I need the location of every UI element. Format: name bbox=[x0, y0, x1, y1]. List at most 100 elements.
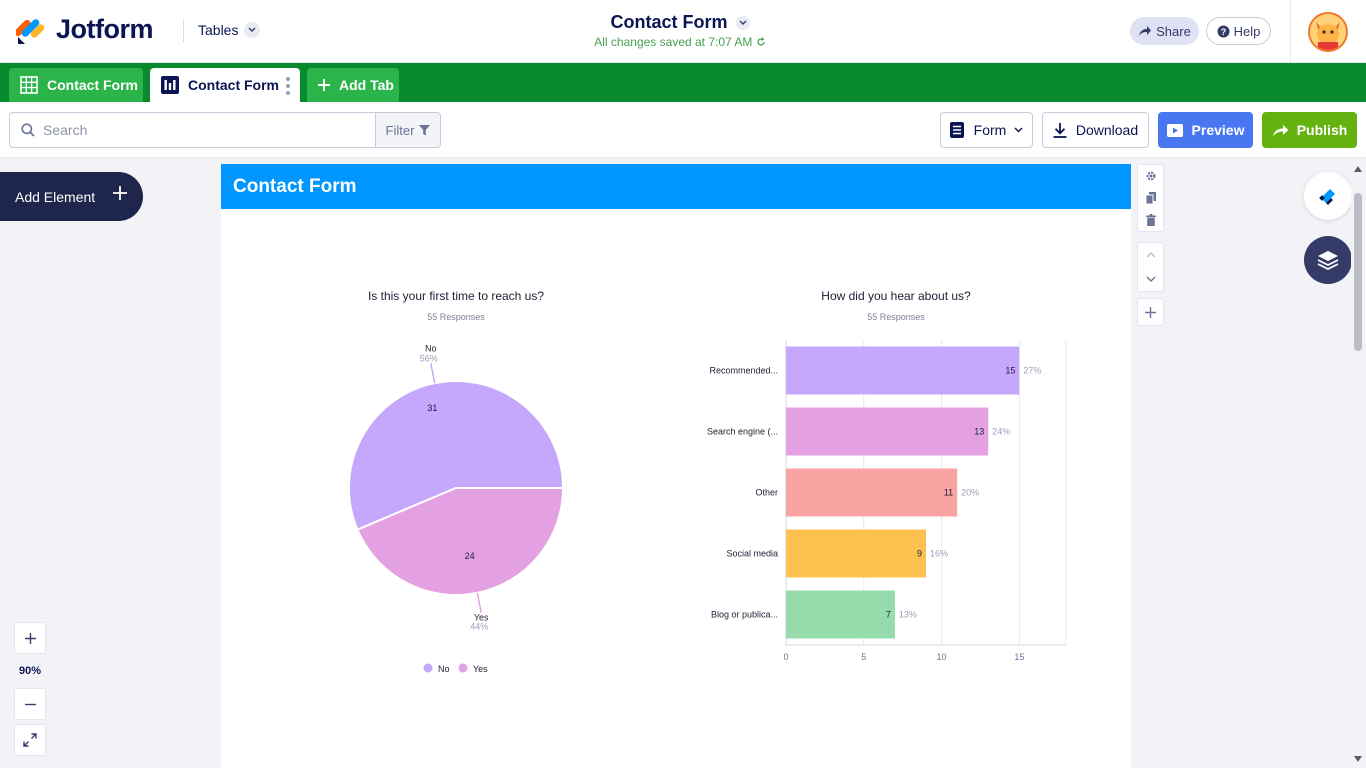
zoom-out-button[interactable] bbox=[14, 688, 46, 720]
pie-percent-label: 44% bbox=[470, 621, 488, 631]
trash-icon bbox=[1145, 214, 1156, 226]
minus-icon bbox=[24, 703, 36, 705]
bar-percent-label: 13% bbox=[899, 610, 917, 620]
report-side-tools bbox=[1137, 164, 1164, 326]
copy-icon bbox=[1145, 192, 1156, 204]
bar[interactable] bbox=[786, 590, 895, 639]
pie-category-label: Yes bbox=[474, 612, 489, 622]
help-button[interactable]: ? Help bbox=[1206, 17, 1271, 45]
pie-percent-label: 56% bbox=[420, 354, 438, 364]
move-up-button[interactable] bbox=[1138, 243, 1163, 267]
report-header: Contact Form bbox=[221, 164, 1131, 209]
bar[interactable] bbox=[786, 407, 989, 456]
report-page: Contact Form Is this your first time to … bbox=[221, 164, 1131, 768]
bar-chart-subtitle: 55 Responses bbox=[867, 312, 925, 322]
preview-label: Preview bbox=[1191, 122, 1245, 138]
tab-table[interactable]: Contact Form bbox=[9, 68, 143, 102]
refresh-icon bbox=[757, 37, 765, 46]
publish-button[interactable]: Publish bbox=[1262, 112, 1357, 148]
add-page-tools bbox=[1137, 298, 1164, 326]
form-icon bbox=[949, 122, 964, 138]
legend-swatch bbox=[423, 663, 433, 673]
fullscreen-button[interactable] bbox=[14, 724, 46, 756]
layers-icon bbox=[1317, 251, 1339, 270]
reorder-tools bbox=[1137, 242, 1164, 292]
move-down-button[interactable] bbox=[1138, 267, 1163, 291]
vertical-scrollbar[interactable] bbox=[1351, 158, 1366, 768]
divider bbox=[1290, 0, 1291, 63]
download-icon bbox=[1053, 122, 1067, 138]
top-bar: Jotform Tables Contact Form All changes … bbox=[0, 0, 1366, 63]
chevron-down-icon bbox=[244, 22, 261, 38]
plus-icon bbox=[1145, 306, 1156, 318]
publish-label: Publish bbox=[1296, 122, 1348, 138]
form-label: Form bbox=[973, 122, 1007, 138]
zoom-controls: 90% bbox=[14, 622, 46, 756]
pie-value-label: 31 bbox=[427, 403, 437, 413]
add-element-button[interactable]: Add Element bbox=[0, 172, 143, 221]
bar-chart[interactable]: How did you hear about us? 55 Responses … bbox=[676, 164, 1131, 768]
help-icon: ? bbox=[1217, 25, 1230, 37]
tables-selector[interactable]: Tables bbox=[198, 22, 261, 38]
pie-chart-title: Is this your first time to reach us? bbox=[368, 289, 544, 303]
toolbar: Filter Form Download Preview Publish bbox=[0, 102, 1366, 158]
y-category-label: Recommended... bbox=[709, 366, 778, 376]
bar-percent-label: 16% bbox=[930, 549, 948, 559]
layers-button[interactable] bbox=[1304, 236, 1352, 284]
add-element-label: Add Element bbox=[15, 188, 96, 205]
gear-icon bbox=[1145, 171, 1156, 181]
page-title: Contact Form bbox=[610, 12, 728, 32]
pie-slice-yes[interactable] bbox=[356, 487, 565, 596]
scroll-thumb[interactable] bbox=[1354, 193, 1362, 351]
bar-value-label: 11 bbox=[944, 488, 953, 498]
bar[interactable] bbox=[786, 468, 958, 517]
y-category-label: Other bbox=[755, 488, 778, 498]
filter-label: Filter bbox=[385, 122, 415, 138]
preview-button[interactable]: Preview bbox=[1158, 112, 1253, 148]
bar[interactable] bbox=[786, 346, 1020, 395]
x-tick-label: 5 bbox=[861, 652, 866, 662]
report-title: Contact Form bbox=[233, 175, 357, 197]
tab-label: Contact Form bbox=[47, 77, 138, 93]
search-input[interactable] bbox=[43, 122, 343, 138]
report-icon bbox=[161, 76, 179, 94]
tab-report[interactable]: Contact Form bbox=[150, 68, 300, 102]
svg-text:?: ? bbox=[1220, 27, 1226, 37]
plus-icon bbox=[113, 186, 127, 200]
save-status: All changes saved at 7:07 AM bbox=[560, 35, 800, 49]
scroll-down-arrow[interactable] bbox=[1354, 756, 1362, 762]
preview-icon bbox=[1166, 123, 1183, 137]
scroll-up-arrow[interactable] bbox=[1354, 166, 1362, 172]
report-designer-button[interactable] bbox=[1304, 172, 1352, 220]
pie-category-label: No bbox=[425, 344, 437, 354]
pie-chart[interactable]: Is this your first time to reach us? 55 … bbox=[221, 164, 676, 768]
bar[interactable] bbox=[786, 529, 926, 578]
grid-icon bbox=[20, 76, 38, 94]
form-title-dropdown[interactable]: Contact Form bbox=[560, 12, 800, 33]
add-tab-button[interactable]: Add Tab bbox=[307, 68, 399, 102]
zoom-in-button[interactable] bbox=[14, 622, 46, 654]
plus-icon bbox=[24, 632, 36, 644]
form-selector-button[interactable]: Form bbox=[940, 112, 1033, 148]
legend-label: Yes bbox=[473, 664, 488, 674]
pie-leader-line bbox=[476, 592, 482, 613]
share-button[interactable]: Share bbox=[1130, 17, 1199, 45]
delete-button[interactable] bbox=[1138, 209, 1163, 231]
duplicate-button[interactable] bbox=[1138, 187, 1163, 209]
bar-chart-title: How did you hear about us? bbox=[821, 289, 971, 303]
more-options-icon[interactable] bbox=[286, 77, 290, 95]
bar-percent-label: 24% bbox=[992, 427, 1010, 437]
jotform-logo[interactable]: Jotform bbox=[16, 14, 154, 45]
share-icon bbox=[1139, 26, 1152, 36]
pie-leader-line bbox=[430, 363, 436, 384]
tables-label: Tables bbox=[198, 22, 239, 38]
filter-button[interactable]: Filter bbox=[375, 112, 441, 148]
bar-percent-label: 27% bbox=[1023, 366, 1041, 376]
user-avatar[interactable] bbox=[1308, 12, 1348, 52]
add-page-button[interactable] bbox=[1138, 299, 1163, 325]
x-tick-label: 0 bbox=[783, 652, 788, 662]
download-button[interactable]: Download bbox=[1042, 112, 1149, 148]
download-label: Download bbox=[1075, 122, 1139, 138]
help-label: Help bbox=[1233, 23, 1261, 39]
settings-button[interactable] bbox=[1138, 165, 1163, 187]
